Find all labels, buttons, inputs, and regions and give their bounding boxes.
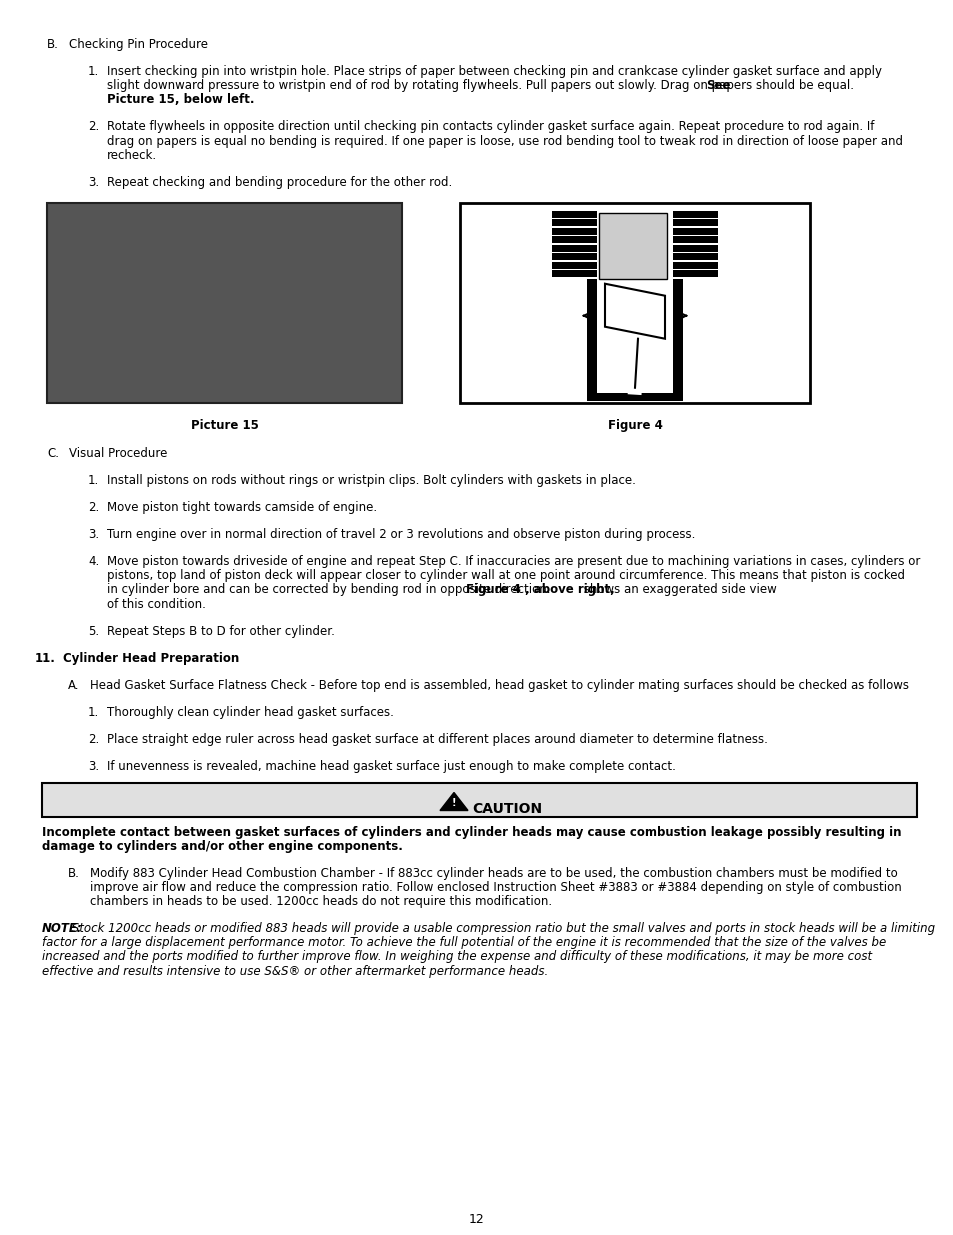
- Text: Modify 883 Cylinder Head Combustion Chamber - If 883cc cylinder heads are to be : Modify 883 Cylinder Head Combustion Cham…: [90, 867, 897, 879]
- Text: 5.: 5.: [88, 625, 99, 637]
- Bar: [672, 211, 718, 217]
- Text: Repeat Steps B to D for other cylinder.: Repeat Steps B to D for other cylinder.: [107, 625, 335, 637]
- Bar: [672, 227, 718, 235]
- Text: B.: B.: [47, 38, 59, 51]
- Text: damage to cylinders and/or other engine components.: damage to cylinders and/or other engine …: [42, 840, 402, 852]
- Text: 3.: 3.: [88, 175, 99, 189]
- Text: 3.: 3.: [88, 529, 99, 541]
- Text: shows an exaggerated side view: shows an exaggerated side view: [579, 583, 776, 597]
- Bar: [42, 783, 916, 816]
- Bar: [459, 203, 809, 403]
- Text: Install pistons on rods without rings or wristpin clips. Bolt cylinders with gas: Install pistons on rods without rings or…: [107, 474, 636, 487]
- Text: Figure 4 , above right,: Figure 4 , above right,: [465, 583, 614, 597]
- Text: pistons, top land of piston deck will appear closer to cylinder wall at one poin: pistons, top land of piston deck will ap…: [107, 569, 904, 582]
- Text: 1.: 1.: [88, 65, 99, 78]
- Bar: [586, 279, 597, 393]
- Bar: [552, 270, 597, 277]
- Text: 2.: 2.: [88, 501, 99, 514]
- Bar: [552, 253, 597, 261]
- Text: recheck.: recheck.: [107, 148, 157, 162]
- Text: of this condition.: of this condition.: [107, 598, 206, 610]
- Bar: [552, 245, 597, 252]
- Text: in cylinder bore and can be corrected by bending rod in opposite direction.: in cylinder bore and can be corrected by…: [107, 583, 554, 597]
- Text: Insert checking pin into wristpin hole. Place strips of paper between checking p: Insert checking pin into wristpin hole. …: [107, 65, 882, 78]
- Text: Move piston tight towards camside of engine.: Move piston tight towards camside of eng…: [107, 501, 376, 514]
- Text: C.: C.: [47, 447, 59, 461]
- Bar: [552, 211, 597, 217]
- Bar: [672, 279, 682, 393]
- Text: increased and the ports modified to further improve flow. In weighing the expens: increased and the ports modified to furt…: [42, 951, 871, 963]
- Bar: [552, 220, 597, 226]
- Bar: [672, 270, 718, 277]
- Text: 2.: 2.: [88, 120, 99, 133]
- Text: See: See: [706, 79, 730, 93]
- Text: Rotate flywheels in opposite direction until checking pin contacts cylinder gask: Rotate flywheels in opposite direction u…: [107, 120, 874, 133]
- Text: Figure 4: Figure 4: [607, 419, 661, 432]
- Text: Thoroughly clean cylinder head gasket surfaces.: Thoroughly clean cylinder head gasket su…: [107, 705, 394, 719]
- Bar: [552, 227, 597, 235]
- Text: Visual Procedure: Visual Procedure: [69, 447, 167, 461]
- Polygon shape: [604, 284, 664, 338]
- Text: CAUTION: CAUTION: [472, 802, 541, 815]
- Text: improve air flow and reduce the compression ratio. Follow enclosed Instruction S: improve air flow and reduce the compress…: [90, 881, 901, 894]
- Bar: [552, 262, 597, 269]
- Text: 4.: 4.: [88, 555, 99, 568]
- Bar: [47, 203, 401, 403]
- Bar: [672, 253, 718, 261]
- Bar: [552, 236, 597, 243]
- Text: Head Gasket Surface Flatness Check - Before top end is assembled, head gasket to: Head Gasket Surface Flatness Check - Bef…: [90, 678, 908, 692]
- Bar: [586, 393, 682, 400]
- Text: 1.: 1.: [88, 474, 99, 487]
- Text: Stock 1200cc heads or modified 883 heads will provide a usable compression ratio: Stock 1200cc heads or modified 883 heads…: [68, 923, 934, 935]
- Text: Repeat checking and bending procedure for the other rod.: Repeat checking and bending procedure fo…: [107, 175, 452, 189]
- Text: slight downward pressure to wristpin end of rod by rotating flywheels. Pull pape: slight downward pressure to wristpin end…: [107, 79, 857, 93]
- Text: 3.: 3.: [88, 760, 99, 773]
- Text: Picture 15: Picture 15: [191, 419, 258, 432]
- Text: Move piston towards driveside of engine and repeat Step C. If inaccuracies are p: Move piston towards driveside of engine …: [107, 555, 920, 568]
- Text: Incomplete contact between gasket surfaces of cylinders and cylinder heads may c: Incomplete contact between gasket surfac…: [42, 825, 901, 839]
- Text: Cylinder Head Preparation: Cylinder Head Preparation: [63, 652, 239, 664]
- Text: !: !: [452, 798, 456, 808]
- Polygon shape: [439, 793, 468, 810]
- Text: 11.: 11.: [35, 652, 56, 664]
- Bar: [672, 220, 718, 226]
- Text: Turn engine over in normal direction of travel 2 or 3 revolutions and observe pi: Turn engine over in normal direction of …: [107, 529, 695, 541]
- Text: 2.: 2.: [88, 732, 99, 746]
- Text: chambers in heads to be used. 1200cc heads do not require this modification.: chambers in heads to be used. 1200cc hea…: [90, 895, 552, 908]
- Text: If unevenness is revealed, machine head gasket surface just enough to make compl: If unevenness is revealed, machine head …: [107, 760, 675, 773]
- Bar: [672, 262, 718, 269]
- Text: 12: 12: [469, 1213, 484, 1226]
- Text: 1.: 1.: [88, 705, 99, 719]
- Bar: [672, 245, 718, 252]
- Bar: [672, 236, 718, 243]
- Text: drag on papers is equal no bending is required. If one paper is loose, use rod b: drag on papers is equal no bending is re…: [107, 135, 902, 147]
- Bar: [598, 212, 666, 279]
- Text: A.: A.: [68, 678, 79, 692]
- Text: B.: B.: [68, 867, 80, 879]
- Text: factor for a large displacement performance motor. To achieve the full potential: factor for a large displacement performa…: [42, 936, 885, 950]
- Text: Picture 15, below left.: Picture 15, below left.: [107, 94, 254, 106]
- Text: Place straight edge ruler across head gasket surface at different places around : Place straight edge ruler across head ga…: [107, 732, 767, 746]
- Text: effective and results intensive to use S&S® or other aftermarket performance hea: effective and results intensive to use S…: [42, 965, 548, 978]
- Text: NOTE:: NOTE:: [42, 923, 83, 935]
- Text: Checking Pin Procedure: Checking Pin Procedure: [69, 38, 208, 51]
